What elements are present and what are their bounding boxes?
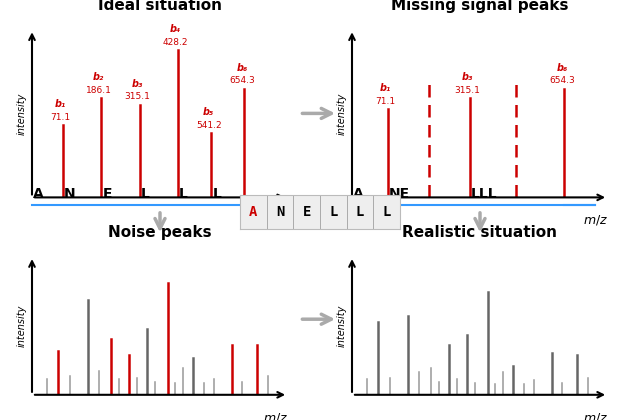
Text: L: L [212, 186, 221, 201]
Text: 315.1: 315.1 [124, 92, 150, 101]
Text: $m/z$: $m/z$ [263, 213, 288, 226]
Text: b₂: b₂ [93, 72, 104, 82]
Text: 71.1: 71.1 [50, 113, 70, 122]
Text: b₅: b₅ [203, 108, 214, 118]
Text: 186.1: 186.1 [86, 86, 111, 95]
Text: b₁: b₁ [54, 100, 66, 109]
Text: 654.3: 654.3 [549, 76, 575, 85]
Text: L: L [141, 186, 150, 201]
Text: b₆: b₆ [556, 63, 568, 73]
Text: 315.1: 315.1 [454, 86, 480, 95]
Text: A: A [249, 205, 257, 219]
Text: $m/z$: $m/z$ [263, 412, 288, 420]
Text: Realistic situation: Realistic situation [403, 225, 557, 239]
Text: b₃: b₃ [131, 79, 143, 89]
Text: intensity: intensity [17, 304, 27, 346]
Text: A: A [353, 186, 364, 201]
Text: A: A [33, 186, 44, 201]
Text: Missing signal peaks: Missing signal peaks [391, 0, 569, 13]
Text: intensity: intensity [337, 304, 347, 346]
Text: L: L [356, 205, 364, 219]
Text: 71.1: 71.1 [375, 97, 396, 106]
Text: 428.2: 428.2 [163, 38, 188, 47]
Text: intensity: intensity [337, 92, 347, 134]
Text: $m/z$: $m/z$ [583, 213, 608, 226]
Text: N: N [276, 205, 284, 219]
Text: L: L [383, 205, 391, 219]
Text: Noise peaks: Noise peaks [108, 225, 212, 239]
Text: Ideal situation: Ideal situation [98, 0, 222, 13]
Text: NE: NE [389, 186, 410, 201]
Text: LLL: LLL [471, 186, 498, 201]
Text: E: E [303, 205, 311, 219]
Text: $m/z$: $m/z$ [583, 412, 608, 420]
Text: 541.2: 541.2 [196, 121, 221, 130]
Text: N: N [64, 186, 76, 201]
Text: b₃: b₃ [461, 72, 473, 82]
Text: 654.3: 654.3 [229, 76, 255, 85]
Text: L: L [329, 205, 337, 219]
Text: b₆: b₆ [236, 63, 248, 73]
Text: b₄: b₄ [170, 24, 181, 34]
Text: b₁: b₁ [380, 84, 391, 93]
Text: L: L [179, 186, 188, 201]
Text: E: E [102, 186, 112, 201]
Text: intensity: intensity [17, 92, 27, 134]
